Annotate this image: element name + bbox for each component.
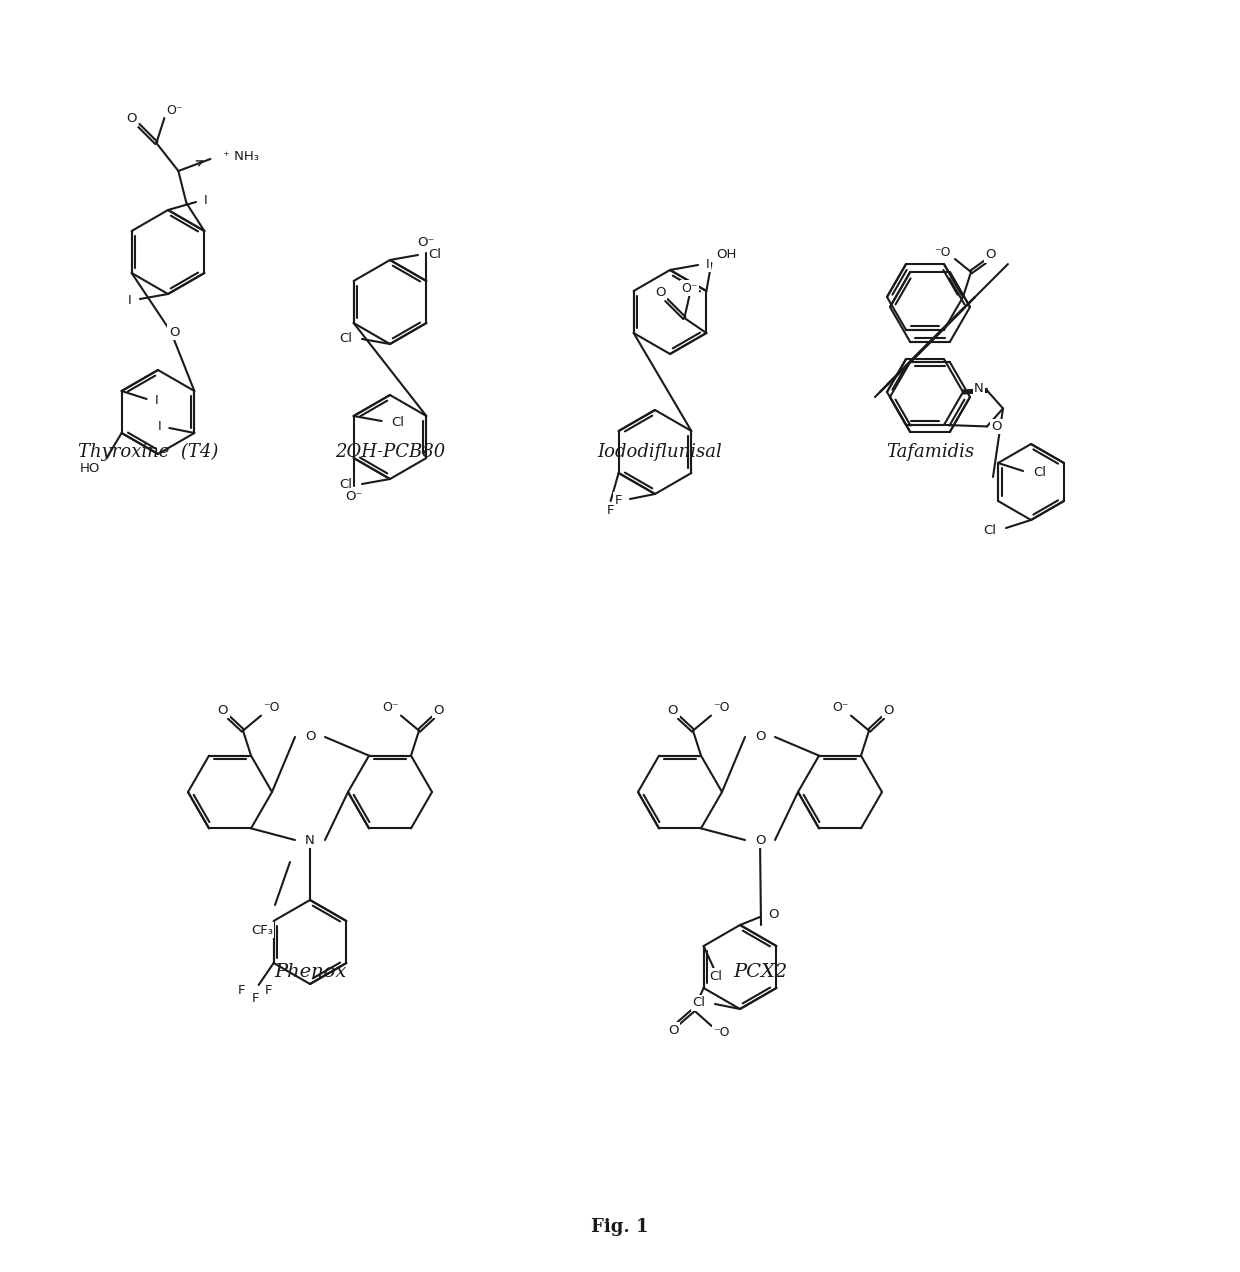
Text: F: F [606, 504, 614, 516]
Text: O: O [884, 705, 894, 717]
Text: Cl: Cl [1033, 467, 1047, 480]
Text: O⁻: O⁻ [418, 237, 435, 249]
Text: O: O [668, 705, 678, 717]
Text: N: N [975, 382, 983, 394]
Text: O⁻: O⁻ [345, 490, 362, 502]
Text: O: O [986, 248, 996, 262]
Text: Tafamidis: Tafamidis [885, 443, 975, 460]
Text: O⁻: O⁻ [166, 103, 182, 117]
Text: O: O [434, 705, 444, 717]
Text: O: O [992, 420, 1002, 432]
Text: F: F [252, 991, 259, 1005]
Text: Cl: Cl [339, 478, 352, 491]
Text: ⁺ NH₃: ⁺ NH₃ [223, 150, 259, 163]
Text: OH: OH [717, 248, 737, 261]
Text: I: I [706, 257, 709, 271]
Text: I: I [155, 394, 159, 407]
Text: Cl: Cl [692, 996, 706, 1010]
Text: F: F [238, 985, 246, 997]
Text: ⁻O: ⁻O [713, 701, 729, 714]
Text: O: O [305, 730, 315, 744]
Text: 2OH-PCB80: 2OH-PCB80 [335, 443, 445, 460]
Text: Thyroxine  (T4): Thyroxine (T4) [78, 443, 218, 462]
Text: O⁻: O⁻ [382, 701, 399, 714]
Text: Fig. 1: Fig. 1 [591, 1219, 649, 1236]
Text: Cl: Cl [392, 416, 404, 429]
Text: O: O [768, 908, 779, 921]
Text: HO: HO [79, 462, 99, 474]
Text: CF₃: CF₃ [250, 923, 273, 936]
Text: O: O [655, 285, 666, 299]
Text: O: O [169, 326, 180, 338]
Text: Cl: Cl [428, 248, 441, 261]
Text: O: O [755, 730, 765, 744]
Text: Phenox: Phenox [274, 963, 346, 981]
Text: I: I [205, 193, 208, 206]
Text: O⁻: O⁻ [681, 281, 698, 295]
Text: O: O [218, 705, 228, 717]
Text: Iododiflunisal: Iododiflunisal [598, 443, 723, 460]
Text: O: O [755, 833, 765, 846]
Text: O: O [126, 112, 136, 126]
Text: ⁻O: ⁻O [263, 701, 279, 714]
Text: I: I [157, 421, 161, 434]
Text: N: N [305, 833, 315, 846]
Text: Cl: Cl [709, 969, 722, 982]
Text: Cl: Cl [339, 332, 352, 345]
Text: F: F [265, 985, 273, 997]
Text: F: F [615, 494, 622, 506]
Text: O⁻: O⁻ [832, 701, 849, 714]
Text: O: O [668, 1024, 678, 1037]
Text: ⁻O: ⁻O [935, 245, 951, 258]
Text: Cl: Cl [983, 524, 996, 537]
Text: I: I [128, 294, 131, 307]
Text: PCX2: PCX2 [733, 963, 787, 981]
Text: ⁻O: ⁻O [714, 1027, 730, 1039]
